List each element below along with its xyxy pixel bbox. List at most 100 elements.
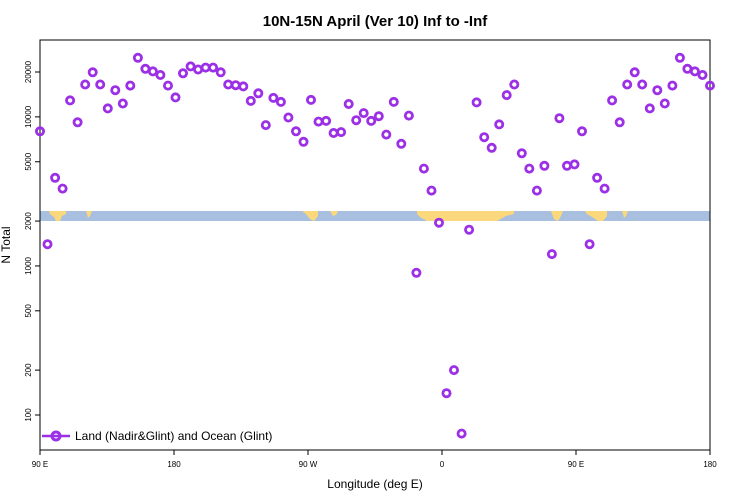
data-point <box>637 79 648 90</box>
data-point <box>622 79 633 90</box>
data-point <box>531 185 542 196</box>
data-point <box>132 52 143 63</box>
data-point <box>50 172 61 183</box>
data-point <box>381 129 392 140</box>
data-point <box>697 70 708 81</box>
x-tick-label: 0 <box>440 460 445 469</box>
data-point <box>433 217 444 228</box>
data-point <box>569 159 580 170</box>
data-point <box>238 81 249 92</box>
data-point <box>464 224 475 235</box>
data-point <box>456 428 467 439</box>
data-point <box>373 111 384 122</box>
data-point <box>554 113 565 124</box>
data-point <box>147 66 158 77</box>
data-point <box>592 172 603 183</box>
data-point <box>486 142 497 153</box>
data-point <box>72 117 83 128</box>
x-axis-label: Longitude (deg E) <box>327 477 422 491</box>
data-point <box>80 79 91 90</box>
legend: Land (Nadir&Glint) and Ocean (Glint) <box>42 429 272 443</box>
data-point <box>162 80 173 91</box>
data-point <box>193 64 204 75</box>
data-point <box>351 115 362 126</box>
plot-frame <box>39 39 711 451</box>
x-tick-label: 90 W <box>299 460 318 469</box>
data-point <box>155 70 166 81</box>
data-point <box>102 103 113 114</box>
data-point <box>328 127 339 138</box>
y-tick-label: 10000 <box>24 105 33 128</box>
data-point <box>629 67 640 78</box>
x-tick-label: 180 <box>167 460 181 469</box>
data-point <box>321 115 332 126</box>
y-tick-label: 20000 <box>24 60 33 83</box>
data-point <box>689 66 700 77</box>
data-point <box>418 163 429 174</box>
data-point <box>659 98 670 109</box>
data-point <box>396 138 407 149</box>
data-point <box>110 85 121 96</box>
data-point <box>208 62 219 73</box>
land-patch-africa <box>417 211 514 221</box>
data-point <box>509 79 520 90</box>
y-tick-label: 100 <box>24 408 33 422</box>
land-patch-pacific-island-east <box>622 211 628 218</box>
data-point <box>584 239 595 250</box>
data-point <box>260 120 271 131</box>
land-patch-south-america <box>330 211 338 216</box>
x-tick-label: 90 E <box>32 460 48 469</box>
data-point <box>283 112 294 123</box>
data-point <box>411 267 422 278</box>
data-point <box>448 365 459 376</box>
data-point <box>95 79 106 90</box>
data-point <box>87 67 98 78</box>
data-point <box>245 95 256 106</box>
y-tick-label: 1000 <box>24 256 33 274</box>
y-tick-label: 5000 <box>24 152 33 170</box>
data-point <box>562 160 573 171</box>
data-point <box>501 90 512 101</box>
y-tick-label: 2000 <box>24 212 33 230</box>
data-point <box>479 132 490 143</box>
data-point <box>441 388 452 399</box>
data-point <box>230 80 241 91</box>
data-point <box>652 85 663 96</box>
data-point <box>539 160 550 171</box>
data-point <box>223 79 234 90</box>
land-patch-central-america <box>302 211 318 221</box>
data-point <box>705 80 716 91</box>
data-point <box>494 119 505 130</box>
data-point <box>268 92 279 103</box>
ocean-strip <box>40 211 710 221</box>
data-point <box>358 108 369 119</box>
y-axis: 100 200 500 1000 2000 5000 10000 20000 <box>24 60 40 422</box>
data-point <box>125 80 136 91</box>
data-point <box>185 61 196 72</box>
chart-title: 10N-15N April (Ver 10) Inf to -Inf <box>263 13 488 30</box>
data-point <box>388 96 399 107</box>
data-point <box>57 183 68 194</box>
data-point <box>42 239 53 250</box>
data-point <box>614 117 625 128</box>
data-point <box>403 110 414 121</box>
data-point <box>524 163 535 174</box>
land-patch-india <box>551 211 563 221</box>
data-point <box>667 80 678 91</box>
data-point <box>313 116 324 127</box>
data-point <box>298 136 309 147</box>
data-point <box>644 103 655 114</box>
x-tick-label: 90 E <box>568 460 584 469</box>
data-point <box>599 183 610 194</box>
data-points <box>35 52 716 439</box>
land-patch-pacific-island <box>86 211 92 218</box>
data-point <box>336 127 347 138</box>
data-point <box>577 126 588 137</box>
data-point <box>275 96 286 107</box>
data-point <box>177 68 188 79</box>
data-point <box>170 92 181 103</box>
y-axis-label: N Total <box>0 226 13 263</box>
data-point <box>215 67 226 78</box>
x-tick-label: 180 <box>703 460 717 469</box>
